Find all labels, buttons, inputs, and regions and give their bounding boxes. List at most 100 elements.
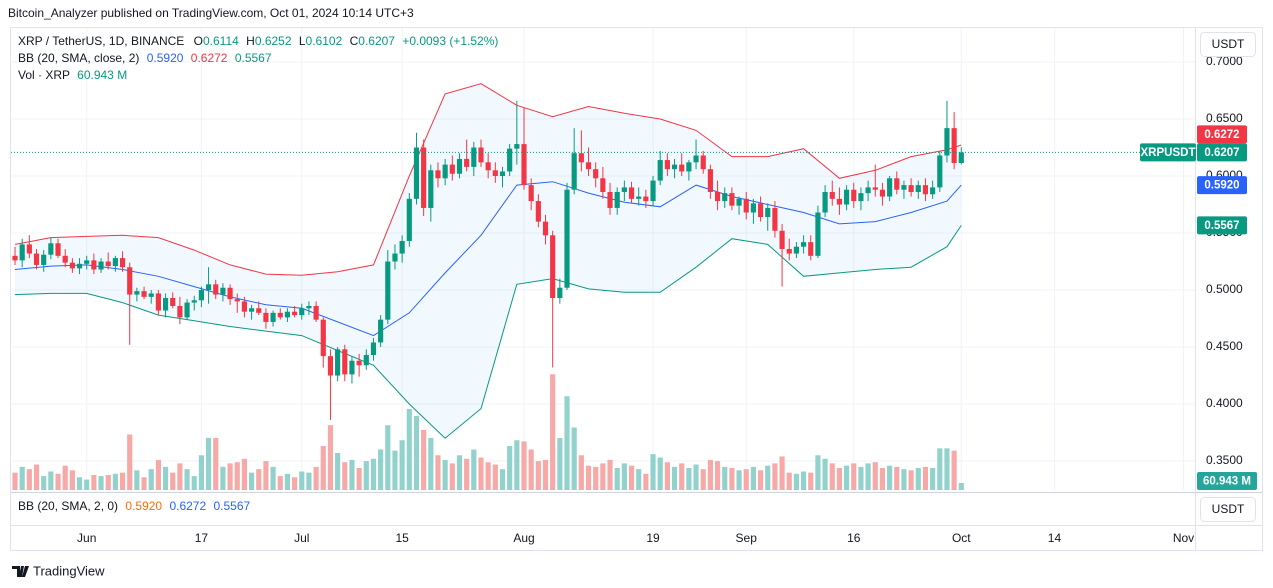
candle-body xyxy=(836,198,843,205)
volume-bar xyxy=(313,466,319,490)
candle-body xyxy=(872,187,878,190)
volume-bar xyxy=(786,472,792,490)
ohlc-value: 0.6102 xyxy=(306,34,343,48)
bb-value: 0.5920 xyxy=(147,51,184,65)
volume-bar xyxy=(33,464,40,490)
candle-body xyxy=(292,311,298,316)
currency-button-label[interactable]: USDT xyxy=(1212,502,1245,516)
currency-button[interactable] xyxy=(1200,32,1256,57)
candle-body xyxy=(134,291,140,295)
x-tick-label: 16 xyxy=(847,531,861,545)
volume-bar xyxy=(127,434,133,490)
ohlc-value: 0.6207 xyxy=(358,34,395,48)
y-tick-label: 0.4500 xyxy=(1206,339,1243,353)
volume-bar xyxy=(528,449,534,490)
candle-body xyxy=(306,305,312,309)
candle-body xyxy=(26,244,32,254)
volume-bar xyxy=(184,469,190,490)
candle-body xyxy=(435,170,441,179)
volume-bar xyxy=(256,469,262,490)
volume-bar xyxy=(356,468,362,490)
volume-bar xyxy=(664,462,670,490)
x-tick-label: Jun xyxy=(77,531,96,545)
volume-bar xyxy=(564,396,570,490)
candle-body xyxy=(679,164,685,172)
band-line xyxy=(14,83,962,276)
volume-bar xyxy=(69,470,75,490)
volume-bar xyxy=(844,465,850,490)
candle-body xyxy=(62,255,68,263)
last-tag: 0.6207 xyxy=(1204,147,1239,159)
volume-bar xyxy=(865,463,871,490)
candle-body xyxy=(930,187,936,195)
candle-body xyxy=(241,301,247,312)
volume-bar xyxy=(822,458,828,490)
candle-body xyxy=(693,155,699,163)
volume-bar xyxy=(815,455,821,490)
legend-volume: Vol · XRP 60.943 M xyxy=(18,68,127,82)
candle-body xyxy=(829,191,835,199)
volume-tag-box xyxy=(1197,472,1257,490)
volume-bar xyxy=(191,476,197,490)
volume-bar xyxy=(557,437,563,490)
candle-body xyxy=(213,284,219,295)
candle-body xyxy=(887,178,893,197)
volume-bar xyxy=(858,466,864,490)
candle-body xyxy=(535,201,541,222)
candle-body xyxy=(578,153,584,163)
candle-body xyxy=(162,298,169,311)
candle-body xyxy=(614,191,620,208)
candle-body xyxy=(421,147,427,208)
volume-bars xyxy=(12,374,964,490)
volume-bar xyxy=(607,459,613,490)
volume-bar xyxy=(378,449,384,490)
candle-body xyxy=(844,189,850,205)
candle-body xyxy=(299,308,305,316)
volume-bar xyxy=(198,455,204,490)
candle-body xyxy=(205,284,212,291)
volume-bar xyxy=(765,465,771,490)
y-tick-label: 0.5000 xyxy=(1206,282,1243,296)
candle-body xyxy=(542,221,549,236)
volume-bar xyxy=(19,466,25,490)
lower-tag: 0.5567 xyxy=(1204,220,1239,232)
candle-body xyxy=(607,191,613,208)
currency-button-label[interactable]: USDT xyxy=(1212,37,1245,51)
volume-bar xyxy=(442,459,448,490)
volume-bar xyxy=(277,476,283,490)
candle-body xyxy=(184,302,190,318)
currency-button[interactable] xyxy=(1200,497,1256,522)
candle-body xyxy=(528,185,534,202)
candle-body xyxy=(385,261,391,320)
volume-bar xyxy=(41,476,47,490)
candle-body xyxy=(449,164,455,174)
volume-bar xyxy=(428,437,434,490)
candle-body xyxy=(471,147,477,167)
x-tick-label: Oct xyxy=(952,531,971,545)
legend-bb: BB (20, SMA, close, 2) 0.5920 0.6272 0.5… xyxy=(18,51,272,65)
vol-label: Vol · XRP xyxy=(18,68,70,82)
candle-body xyxy=(413,147,420,199)
candle-body xyxy=(98,261,104,270)
candle-body xyxy=(671,164,678,170)
volume-bar xyxy=(722,466,728,490)
volume-bar xyxy=(636,469,642,490)
volume-bar xyxy=(808,472,814,490)
volume-bar xyxy=(793,473,799,490)
candle-body xyxy=(801,242,807,247)
candle-body xyxy=(406,198,412,241)
volume-bar xyxy=(729,468,735,490)
volume-bar xyxy=(249,472,255,490)
volume-bar xyxy=(105,474,111,490)
candle-body xyxy=(951,128,957,164)
volume-bar xyxy=(134,470,140,490)
candle-body xyxy=(686,162,692,172)
volume-bar xyxy=(922,466,929,490)
volume-bar xyxy=(76,477,83,490)
volume-bar xyxy=(535,461,541,490)
candle-body xyxy=(593,169,599,179)
vol-value: 60.943 M xyxy=(77,68,127,82)
candle-body xyxy=(922,185,929,195)
x-tick-label: Nov xyxy=(1173,531,1194,545)
volume-bar xyxy=(621,463,627,490)
